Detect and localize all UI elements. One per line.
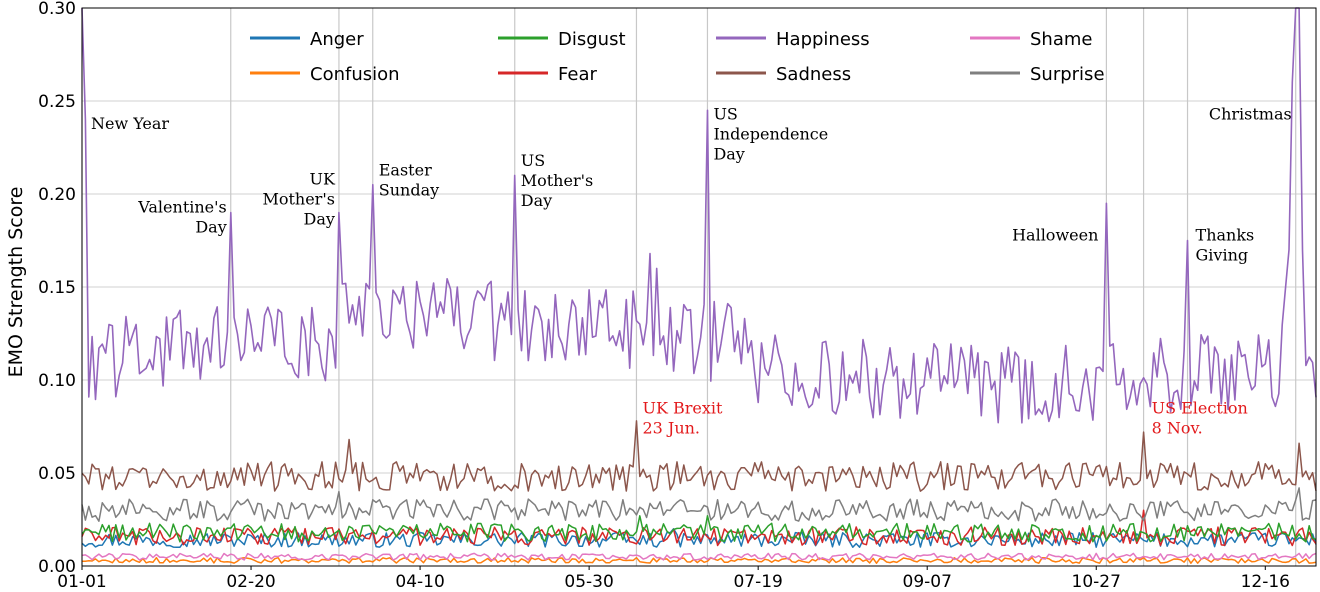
x-tick-label: 07-19: [733, 572, 782, 592]
event-annotation-text: Mother's: [521, 171, 593, 190]
legend-label: Sadness: [776, 64, 851, 85]
event-annotation-text: Sunday: [379, 180, 439, 199]
event-annotation-text: Day: [713, 145, 744, 164]
event-annotation-text: US: [713, 105, 737, 124]
tick-labels: 0.00 0.05 0.10 0.15 0.20 0.25 0.30 01-01 02-20 04…: [38, 0, 1290, 592]
y-tick-label: 0.20: [38, 185, 76, 205]
y-tick-label: 0.00: [38, 557, 76, 577]
event-annotation-text: Mother's: [262, 190, 334, 209]
event-annotation-text: Valentine's: [137, 198, 226, 217]
axes-frame: [81, 7, 1317, 570]
x-tick-label: 12-16: [1241, 572, 1290, 592]
y-tick-label: 0.10: [38, 371, 76, 391]
series-line-shame: [81, 552, 1317, 561]
x-tick-label: 05-30: [564, 572, 613, 592]
event-annotation-text: Halloween: [1012, 226, 1098, 245]
grid: [81, 7, 1316, 567]
legend-label: Disgust: [558, 29, 626, 50]
event-annotation-text: Giving: [1196, 246, 1249, 265]
event-annotations: New YearValentine'sDayUKMother'sDayEaste…: [91, 105, 1292, 438]
legend-label: Surprise: [1030, 64, 1105, 85]
legend: Anger Confusion Disgust Fear Happiness Sadnes…: [250, 29, 1105, 85]
plot-frame: [81, 7, 1317, 567]
event-annotation-text: Easter: [379, 160, 432, 179]
y-axis-label: EMO Strength Score: [5, 187, 27, 378]
series-line-surprise: [81, 487, 1317, 522]
event-annotation-text: 23 Jun.: [642, 418, 700, 437]
series-lines: [81, 7, 1317, 564]
event-annotation-text: Day: [304, 210, 335, 229]
x-tick-label: 02-20: [226, 572, 275, 592]
event-annotation-text: 8 Nov.: [1152, 418, 1203, 437]
event-annotation-text: New Year: [91, 114, 169, 133]
event-annotation-text: Thanks: [1196, 226, 1255, 245]
y-tick-label: 0.30: [38, 0, 76, 19]
y-tick-label: 0.05: [38, 464, 76, 484]
series-line-disgust: [81, 515, 1317, 543]
legend-label: Happiness: [776, 29, 870, 50]
event-annotation-text: US Election: [1152, 398, 1248, 417]
series-line-confusion: [81, 556, 1317, 564]
x-tick-label: 04-10: [395, 572, 444, 592]
legend-label: Fear: [558, 64, 597, 85]
legend-label: Shame: [1030, 29, 1092, 50]
x-tick-label: 10-27: [1072, 572, 1121, 592]
y-tick-label: 0.25: [38, 92, 76, 112]
event-annotation-text: Independence: [713, 125, 828, 144]
x-tick-label: 01-01: [57, 572, 106, 592]
event-annotation-text: Day: [195, 218, 226, 237]
event-annotation-text: US: [521, 151, 545, 170]
series-line-happiness: [81, 7, 1317, 424]
legend-label: Confusion: [310, 64, 400, 85]
event-annotation-text: UK: [310, 170, 336, 189]
event-annotation-text: Christmas: [1209, 105, 1292, 124]
y-tick-label: 0.15: [38, 278, 76, 298]
event-annotation-text: UK Brexit: [642, 398, 723, 417]
x-tick-label: 09-07: [903, 572, 952, 592]
event-annotation-text: Day: [521, 191, 552, 210]
legend-label: Anger: [310, 29, 364, 50]
series-line-sadness: [81, 420, 1317, 492]
